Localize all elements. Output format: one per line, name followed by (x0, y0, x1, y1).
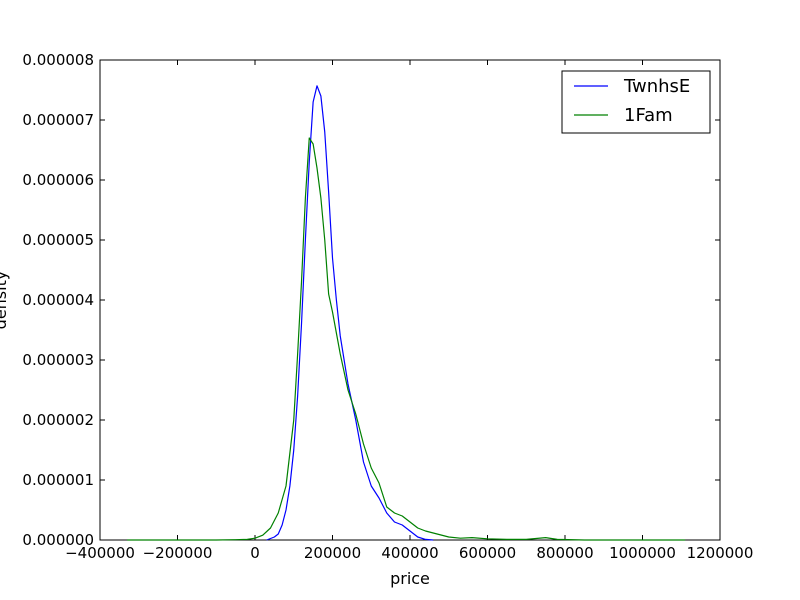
x-tick-label: 600000 (459, 544, 516, 562)
x-tick-label: 800000 (536, 544, 593, 562)
legend-box (561, 70, 711, 134)
y-tick-label: 0.000001 (22, 471, 94, 489)
y-axis-label: density (0, 271, 10, 330)
x-tick-label: −200000 (143, 544, 213, 562)
y-tick-label: 0.000006 (22, 171, 94, 189)
series-line-twnhse (266, 85, 434, 541)
series-line-1fam (127, 137, 686, 541)
x-tick-label: 1200000 (687, 544, 754, 562)
x-tick-label: 200000 (304, 544, 361, 562)
x-tick-label: −400000 (65, 544, 135, 562)
y-tick-label: 0.000008 (22, 51, 94, 69)
y-axis: 0.000000 0.000001 0.000002 0.000003 0.000004… (22, 51, 720, 549)
series-layer (127, 85, 686, 541)
plot-area (99, 59, 721, 541)
legend-label-twnhse: TwnhsE (623, 76, 690, 97)
x-tick-label: 400000 (381, 544, 438, 562)
y-tick-label: 0.000005 (22, 231, 94, 249)
y-tick-label: 0.000007 (22, 111, 94, 129)
x-axis: −400000 −200000 0 200000 400000 600000 800000 1… (65, 60, 753, 562)
y-tick-label: 0.000003 (22, 351, 94, 369)
x-tick-label: 0 (250, 544, 260, 562)
legend: TwnhsE 1Fam (561, 70, 711, 134)
y-tick-label: 0.000002 (22, 411, 94, 429)
legend-label-1fam: 1Fam (624, 105, 673, 126)
x-tick-label: 1000000 (609, 544, 676, 562)
x-axis-label: price (390, 569, 430, 588)
y-tick-label: 0.000000 (22, 531, 94, 549)
y-tick-label: 0.000004 (22, 291, 94, 309)
